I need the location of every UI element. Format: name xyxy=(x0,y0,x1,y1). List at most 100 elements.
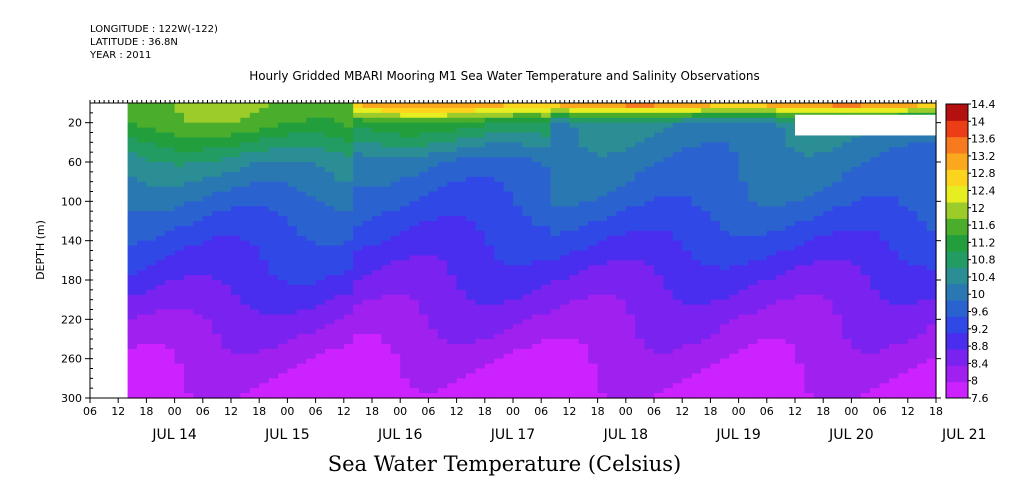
heatmap-cell xyxy=(616,250,627,257)
heatmap-cell xyxy=(522,166,533,173)
heatmap-cell xyxy=(625,162,636,168)
heatmap-cell xyxy=(813,211,824,217)
heatmap-cell xyxy=(804,137,815,143)
heatmap-cell xyxy=(560,304,570,311)
heatmap-cell xyxy=(879,368,890,375)
heatmap-cell xyxy=(202,280,213,286)
heatmap-cell xyxy=(776,147,787,153)
heatmap-cell xyxy=(503,103,514,109)
heatmap-cell xyxy=(729,162,740,168)
heatmap-cell xyxy=(550,275,561,281)
heatmap-cell xyxy=(494,265,505,271)
heatmap-cell xyxy=(635,211,646,217)
heatmap-cell xyxy=(879,147,890,153)
heatmap-cell xyxy=(588,280,599,286)
heatmap-cell xyxy=(644,255,655,261)
heatmap-cell xyxy=(879,280,890,286)
heatmap-cell xyxy=(795,107,805,114)
heatmap-cell xyxy=(137,216,147,222)
heatmap-cell xyxy=(447,368,458,375)
heatmap-cell xyxy=(776,171,787,178)
heatmap-cell xyxy=(701,230,711,237)
heatmap-cell xyxy=(729,299,740,306)
heatmap-cell xyxy=(522,191,533,198)
heatmap-cell xyxy=(870,334,881,340)
heatmap-cell xyxy=(494,353,505,360)
heatmap-cell xyxy=(484,176,495,183)
heatmap-cell xyxy=(437,127,448,134)
heatmap-cell xyxy=(325,211,335,217)
heatmap-cell xyxy=(193,107,204,114)
heatmap-cell xyxy=(588,363,599,370)
heatmap-cell xyxy=(400,280,411,286)
heatmap-cell xyxy=(757,171,768,178)
heatmap-cell xyxy=(766,294,777,301)
heatmap-cell xyxy=(212,275,223,281)
heatmap-cell xyxy=(296,383,307,389)
heatmap-cell xyxy=(832,358,843,365)
heatmap-cell xyxy=(193,339,204,345)
heatmap-cell xyxy=(362,324,373,330)
heatmap-cell xyxy=(315,260,326,266)
heatmap-cell xyxy=(560,245,570,252)
heatmap-cell xyxy=(550,103,561,109)
heatmap-cell xyxy=(842,235,852,242)
heatmap-cell xyxy=(400,358,411,365)
heatmap-cell xyxy=(738,107,749,114)
heatmap-cell xyxy=(268,196,279,202)
heatmap-cell xyxy=(578,117,589,124)
heatmap-cell xyxy=(879,343,890,350)
heatmap-cell xyxy=(287,329,298,335)
heatmap-cell xyxy=(221,107,232,114)
heatmap-cell xyxy=(475,270,486,276)
heatmap-cell xyxy=(616,166,627,173)
heatmap-cell xyxy=(202,255,213,261)
heatmap-cell xyxy=(813,348,824,355)
heatmap-cell xyxy=(155,122,166,129)
heatmap-cell xyxy=(682,334,693,340)
heatmap-cell xyxy=(607,117,617,124)
heatmap-cell xyxy=(475,162,486,168)
heatmap-cell xyxy=(701,142,711,148)
heatmap-cell xyxy=(550,157,561,163)
heatmap-cell xyxy=(776,319,787,325)
heatmap-cell xyxy=(550,181,561,188)
heatmap-cell xyxy=(221,343,232,350)
heatmap-cell xyxy=(202,191,213,198)
heatmap-cell xyxy=(785,329,796,335)
heatmap-cell xyxy=(870,368,881,375)
heatmap-cell xyxy=(588,196,599,202)
heatmap-cell xyxy=(494,348,505,355)
heatmap-cell xyxy=(494,181,505,188)
heatmap-cell xyxy=(682,142,693,148)
heatmap-cell xyxy=(860,137,871,143)
heatmap-cell xyxy=(174,122,185,129)
heatmap-cell xyxy=(682,339,693,345)
heatmap-cell xyxy=(766,132,777,139)
heatmap-cell xyxy=(231,348,241,355)
heatmap-cell xyxy=(729,265,740,271)
heatmap-cell xyxy=(804,383,815,389)
heatmap-cell xyxy=(766,358,777,365)
heatmap-cell xyxy=(729,353,740,360)
heatmap-cell xyxy=(597,162,608,168)
heatmap-cell xyxy=(757,304,768,311)
heatmap-cell xyxy=(513,363,523,370)
heatmap-cell xyxy=(437,388,448,394)
heatmap-cell xyxy=(503,245,514,252)
heatmap-cell xyxy=(522,284,533,291)
heatmap-cell xyxy=(353,137,364,143)
heatmap-cell xyxy=(306,334,317,340)
heatmap-cell xyxy=(400,186,411,193)
heatmap-cell xyxy=(766,221,777,227)
heatmap-cell xyxy=(889,343,899,350)
heatmap-cell xyxy=(701,334,711,340)
heatmap-cell xyxy=(437,206,448,212)
heatmap-cell xyxy=(334,378,345,384)
heatmap-cell xyxy=(400,142,411,148)
heatmap-cell xyxy=(644,152,655,158)
heatmap-cell xyxy=(663,191,674,198)
heatmap-cell xyxy=(343,373,354,379)
heatmap-cell xyxy=(494,393,505,399)
heatmap-cell xyxy=(531,216,542,222)
